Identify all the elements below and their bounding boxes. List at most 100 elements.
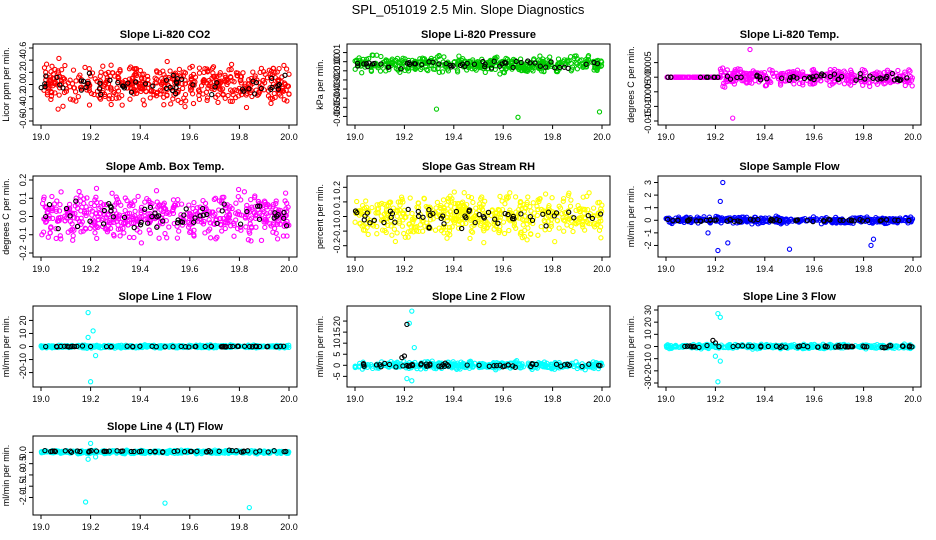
- data-point: [433, 106, 440, 112]
- data-point: [94, 235, 100, 242]
- data-point: [476, 63, 482, 69]
- data-point: [448, 203, 454, 209]
- data-point-black: [764, 76, 770, 82]
- data-point: [481, 239, 487, 246]
- data-point: [153, 80, 160, 86]
- data-point-black: [120, 83, 127, 90]
- data-point: [132, 208, 138, 214]
- data-point: [705, 230, 711, 236]
- data-point: [274, 221, 281, 227]
- data-point: [411, 344, 417, 351]
- data-point-black: [426, 59, 432, 65]
- data-point: [525, 225, 531, 231]
- data-point: [900, 72, 906, 79]
- data-point: [70, 233, 76, 239]
- data-point-black: [183, 206, 189, 212]
- y-tick-label: 0.1: [332, 196, 342, 209]
- data-point: [162, 230, 168, 237]
- x-tick-label: 19.6: [181, 132, 199, 142]
- y-axis-label: Licor ppm per min.: [1, 47, 11, 122]
- data-point: [111, 233, 117, 239]
- points: [664, 46, 915, 121]
- data-point: [126, 234, 133, 241]
- y-tick-label: 0.2: [332, 181, 342, 194]
- data-point: [210, 209, 216, 215]
- data-point: [73, 195, 79, 201]
- data-point: [837, 69, 843, 75]
- data-point: [561, 228, 567, 234]
- data-point-black: [96, 86, 103, 92]
- data-point: [829, 81, 836, 87]
- data-point-black: [801, 75, 808, 82]
- data-point-black: [734, 74, 740, 81]
- x-tick-label: 19.0: [32, 264, 50, 274]
- data-point-black: [170, 72, 176, 79]
- data-point: [141, 102, 147, 108]
- y-tick-label: 20: [643, 317, 653, 327]
- data-point: [89, 222, 95, 228]
- plot-frame: [346, 305, 611, 388]
- data-point: [92, 197, 98, 203]
- data-point: [560, 198, 566, 204]
- data-point: [497, 193, 503, 200]
- data-point: [273, 230, 279, 236]
- y-tick-label: 0.005: [643, 51, 653, 74]
- data-point: [121, 230, 127, 236]
- data-point: [102, 93, 108, 100]
- panel-3: Slope Li-820 Temp.degrees C per min.19.0…: [626, 29, 922, 142]
- data-point: [537, 53, 543, 59]
- data-point: [147, 230, 153, 236]
- y-tick-label: 0.1: [18, 192, 28, 205]
- data-point: [541, 68, 547, 75]
- data-point: [730, 115, 736, 121]
- x-tick-label: 19.2: [82, 264, 100, 274]
- data-point: [247, 221, 253, 227]
- data-point-black: [811, 76, 817, 83]
- data-point-black: [167, 84, 173, 91]
- data-point: [233, 200, 239, 206]
- data-point: [67, 96, 74, 102]
- data-point-black: [100, 221, 107, 227]
- x-tick-label: 20.0: [904, 394, 922, 404]
- data-point: [540, 56, 546, 62]
- data-point: [771, 73, 777, 79]
- data-point: [49, 193, 55, 200]
- data-point: [111, 89, 117, 96]
- data-point: [57, 201, 63, 208]
- data-point-black: [369, 61, 376, 67]
- data-point: [168, 101, 174, 107]
- data-point: [105, 85, 111, 91]
- data-point: [73, 78, 79, 84]
- data-point: [176, 66, 183, 73]
- x-tick-label: 19.8: [544, 132, 562, 142]
- data-point: [800, 72, 807, 78]
- data-point: [211, 221, 218, 228]
- data-point: [170, 207, 176, 213]
- data-point: [140, 97, 146, 103]
- data-point: [113, 200, 119, 206]
- data-point: [85, 309, 91, 316]
- x-tick-label: 19.2: [707, 264, 725, 274]
- points: [38, 309, 292, 385]
- data-point: [141, 76, 147, 82]
- y-tick-label: -0.6: [18, 113, 28, 129]
- data-point-black: [163, 77, 170, 83]
- data-point: [147, 199, 153, 206]
- data-point: [407, 195, 413, 201]
- x-tick-label: 19.6: [494, 264, 512, 274]
- data-point: [56, 85, 63, 91]
- data-point: [440, 197, 447, 203]
- data-point-black: [904, 75, 910, 81]
- data-point: [202, 200, 209, 207]
- y-tick-label: 0.2: [18, 174, 28, 187]
- data-point: [133, 71, 139, 77]
- data-point: [142, 216, 148, 223]
- data-point: [236, 85, 242, 92]
- data-point: [763, 82, 770, 88]
- data-point-black: [862, 76, 868, 82]
- data-point: [512, 194, 519, 200]
- x-tick-label: 19.6: [805, 132, 823, 142]
- data-point: [92, 76, 98, 82]
- data-point: [243, 104, 250, 111]
- data-point: [157, 91, 163, 97]
